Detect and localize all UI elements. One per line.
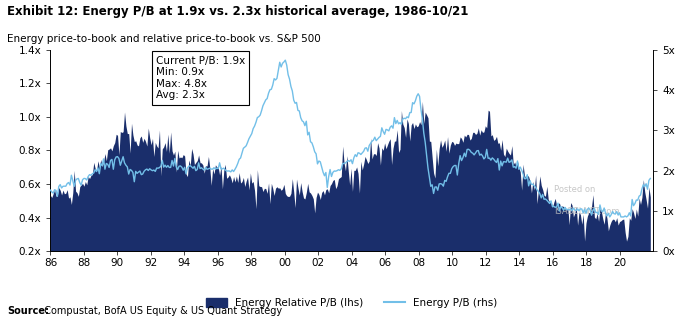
Text: Energy price-to-book and relative price-to-book vs. S&P 500: Energy price-to-book and relative price-… xyxy=(7,34,321,44)
Text: Compustat, BofA US Equity & US Quant Strategy: Compustat, BofA US Equity & US Quant Str… xyxy=(38,306,283,316)
Text: Source:: Source: xyxy=(7,306,49,316)
Text: Posted on: Posted on xyxy=(554,185,595,194)
Text: Current P/B: 1.9x
Min: 0.9x
Max: 4.8x
Avg: 2.3x: Current P/B: 1.9x Min: 0.9x Max: 4.8x Av… xyxy=(156,56,245,100)
Text: ISABELNET.com: ISABELNET.com xyxy=(554,207,620,216)
Legend: Energy Relative P/B (lhs), Energy P/B (rhs): Energy Relative P/B (lhs), Energy P/B (r… xyxy=(202,294,502,313)
Text: Exhibit 12: Energy P/B at 1.9x vs. 2.3x historical average, 1986-10/21: Exhibit 12: Energy P/B at 1.9x vs. 2.3x … xyxy=(7,5,468,18)
